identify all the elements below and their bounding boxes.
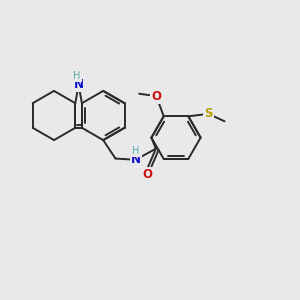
- Text: O: O: [142, 168, 152, 181]
- Text: O: O: [151, 90, 161, 103]
- Text: H: H: [132, 146, 140, 156]
- Text: S: S: [204, 107, 213, 120]
- Text: H: H: [74, 71, 81, 81]
- Text: N: N: [131, 153, 141, 166]
- Text: N: N: [74, 78, 84, 91]
